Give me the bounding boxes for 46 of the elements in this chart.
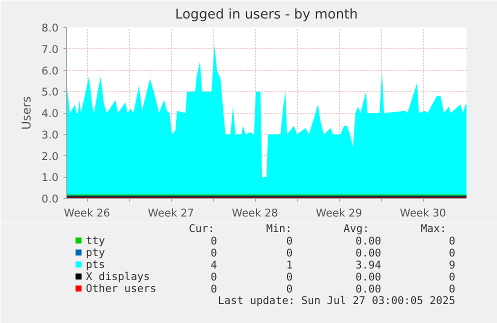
y-tick-label: 2.0 xyxy=(42,150,59,163)
legend-label: pts xyxy=(86,258,106,271)
text: 0 xyxy=(448,246,456,260)
legend-label: pty xyxy=(86,246,106,259)
text: Max: xyxy=(420,222,446,235)
legend-label: Other users xyxy=(86,282,156,295)
x-tick-label: Week 27 xyxy=(148,206,194,220)
text: 0 xyxy=(286,246,293,260)
chart-title: Logged in users - by month xyxy=(175,8,358,22)
text: Min: xyxy=(266,222,292,235)
text: 0 xyxy=(448,270,456,284)
x-tick-label: Week 28 xyxy=(232,206,278,220)
text: 0 xyxy=(210,246,218,260)
y-tick-label: 4.0 xyxy=(42,107,59,120)
legend-label: tty xyxy=(86,234,106,247)
y-tick-label: 1.0 xyxy=(42,171,59,184)
text: 0.00 xyxy=(356,270,382,284)
text: 4 xyxy=(210,258,218,272)
x-tick-label: Week 30 xyxy=(400,206,446,220)
x-tick-label: Week 29 xyxy=(316,206,362,220)
text: 0.00 xyxy=(356,246,382,260)
text: 0 xyxy=(286,270,293,284)
text: 3.94 xyxy=(356,258,382,272)
text: 1 xyxy=(286,258,293,272)
text: 0 xyxy=(286,282,293,296)
x-tick-label: Week 26 xyxy=(64,206,110,220)
text: 0.00 xyxy=(356,282,382,296)
text: 9 xyxy=(448,258,456,272)
y-tick-label: 7.0 xyxy=(42,42,59,56)
y-tick-label: 6.0 xyxy=(42,64,59,78)
text: 0 xyxy=(210,282,218,296)
text: Cur: xyxy=(188,222,215,235)
text: 0 xyxy=(448,282,456,296)
text: 0.00 xyxy=(356,234,382,248)
y-tick-label: 5.0 xyxy=(42,86,59,99)
legend-label: X displays xyxy=(86,270,150,283)
text: Last update: Sun Jul 27 03:00:05 2025 xyxy=(218,294,456,307)
text: Avg: xyxy=(343,222,370,235)
text: 0 xyxy=(210,270,218,284)
y-axis-title: Users xyxy=(20,96,34,130)
y-tick-label: 3.0 xyxy=(42,128,59,142)
text: 0 xyxy=(210,234,218,248)
y-tick-label: 8.0 xyxy=(42,22,59,34)
text: 0 xyxy=(286,234,293,248)
y-tick-label: 0.0 xyxy=(42,192,59,206)
text: 0 xyxy=(448,234,456,248)
